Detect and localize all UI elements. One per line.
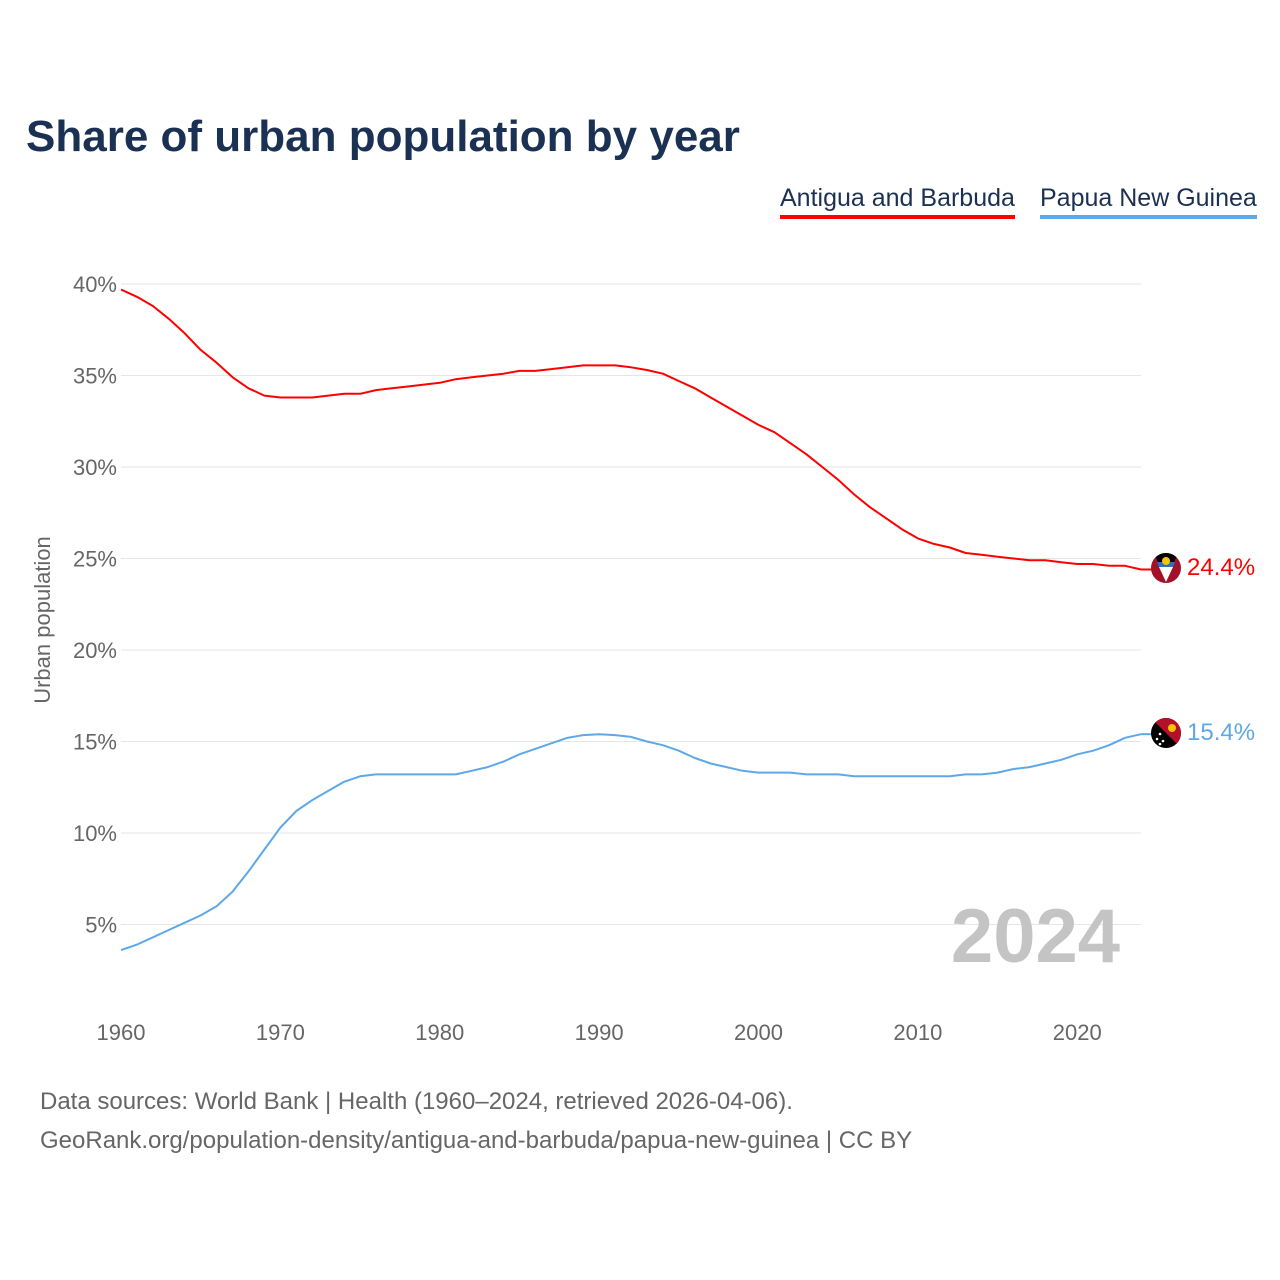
y-tick-label: 30% bbox=[73, 455, 117, 480]
y-tick-label: 25% bbox=[73, 547, 117, 572]
x-tick-label: 1990 bbox=[575, 1020, 624, 1045]
x-tick-label: 1970 bbox=[256, 1020, 305, 1045]
flag-papua-new-guinea-icon bbox=[1151, 718, 1181, 748]
end-label-papua-new-guinea: 15.4% bbox=[1187, 719, 1255, 746]
series-line-antigua-and-barbuda bbox=[120, 288, 1142, 571]
end-label-antigua-and-barbuda: 24.4% bbox=[1187, 554, 1255, 581]
y-tick-label: 35% bbox=[73, 364, 117, 389]
y-tick-label: 40% bbox=[73, 272, 117, 297]
x-tick-label: 1980 bbox=[415, 1020, 464, 1045]
x-tick-label: 2010 bbox=[893, 1020, 942, 1045]
y-tick-label: 15% bbox=[73, 730, 117, 755]
chart-title: Share of urban population by year bbox=[26, 112, 740, 161]
y-tick-label: 10% bbox=[73, 821, 117, 846]
legend-papua-new-guinea[interactable]: Papua New Guinea bbox=[1040, 184, 1257, 219]
year-watermark: 2024 bbox=[951, 894, 1120, 979]
x-tick-label: 2000 bbox=[734, 1020, 783, 1045]
x-tick-label: 2020 bbox=[1053, 1020, 1102, 1045]
y-tick-label: 5% bbox=[85, 913, 117, 938]
y-tick-label: 20% bbox=[73, 638, 117, 663]
footer-link[interactable]: GeoRank.org/population-density/antigua-a… bbox=[40, 1127, 913, 1154]
series-line-papua-new-guinea bbox=[120, 733, 1142, 952]
x-tick-label: 1960 bbox=[97, 1020, 146, 1045]
legend-antigua-and-barbuda[interactable]: Antigua and Barbuda bbox=[780, 184, 1015, 219]
flag-antigua-and-barbuda-icon bbox=[1151, 553, 1181, 583]
y-axis-label: Urban population bbox=[30, 536, 55, 704]
footer-sources: Data sources: World Bank | Health (1960–… bbox=[40, 1088, 793, 1115]
